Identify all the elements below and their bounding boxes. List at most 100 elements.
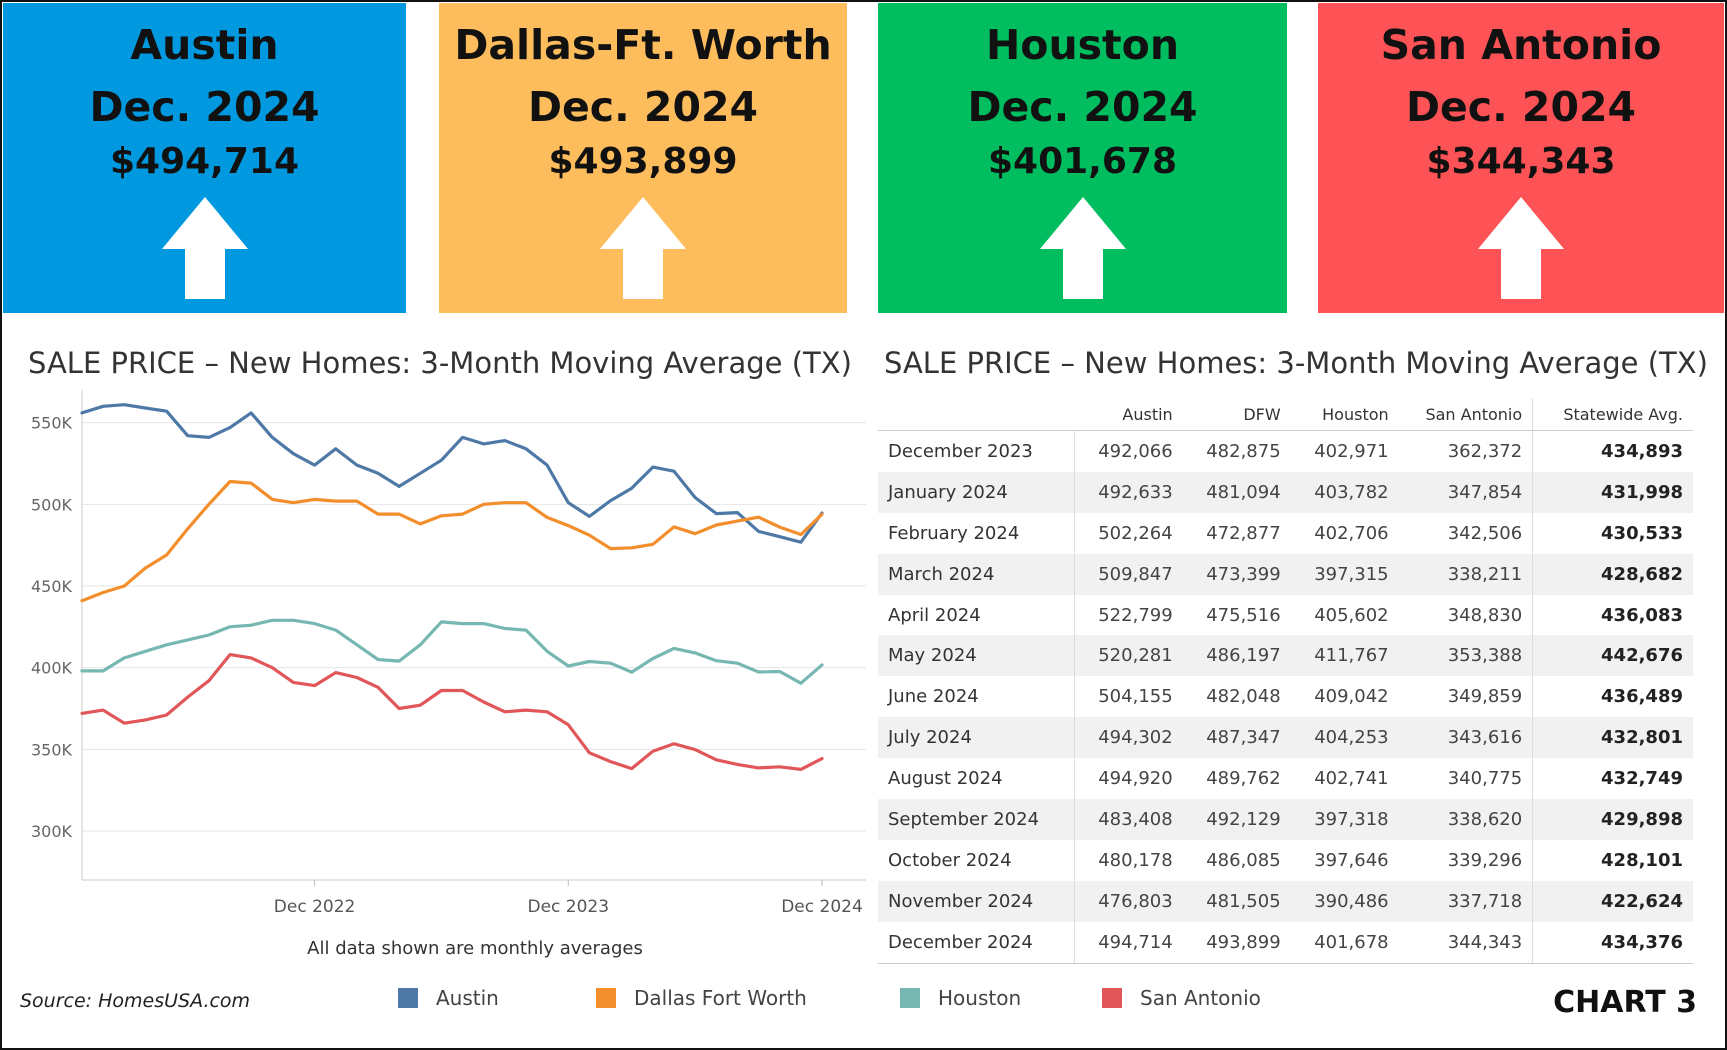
table-cell: 483,408	[1098, 808, 1173, 830]
legend-swatch	[398, 988, 418, 1008]
legend-item-dallas-fort-worth: Dallas Fort Worth	[596, 986, 807, 1010]
table-row: June 2024 504,155 482,048 409,042 349,859 436…	[878, 676, 1693, 718]
table-cell: 434,893	[1532, 430, 1693, 472]
table-cell: 434,376	[1532, 921, 1693, 964]
card-price: $401,678	[987, 141, 1178, 182]
table-cell: 397,318	[1314, 808, 1389, 830]
card-city: Houston	[985, 21, 1180, 69]
table-cell: 362,372	[1447, 440, 1523, 462]
table-cell: 473,399	[1206, 563, 1281, 585]
y-tick-label: 400K	[31, 659, 73, 678]
series-line-dallas-fort-worth	[80, 479, 824, 603]
card-date: Dec. 2024	[1405, 83, 1637, 131]
table-header-row: Austin DFW Houston San Antonio Statewide Avg…	[878, 398, 1693, 431]
row-month: June 2024	[878, 676, 1075, 718]
table-cell: 436,489	[1532, 676, 1693, 718]
legend-swatch	[1102, 988, 1122, 1008]
y-tick-label: 550K	[31, 414, 73, 433]
row-month: August 2024	[878, 758, 1075, 800]
table-title: SALE PRICE – New Homes: 3-Month Moving A…	[884, 346, 1708, 380]
table-cell: 422,624	[1532, 880, 1693, 922]
table-cell: 442,676	[1532, 635, 1693, 677]
table-cell: 481,094	[1206, 481, 1281, 503]
legend-swatch	[900, 988, 920, 1008]
line-chart: 550K 500K 450K 400K 350K 300K Dec 2022 Dec 2023…	[31, 390, 866, 917]
up-arrow-icon	[161, 197, 248, 299]
table-cell: 397,315	[1314, 563, 1389, 585]
table-cell: 436,083	[1532, 594, 1693, 636]
table-cell: 353,388	[1447, 645, 1523, 667]
table-cell: 337,718	[1447, 890, 1523, 912]
table-cell: 404,253	[1314, 727, 1389, 749]
table-row: July 2024 494,302 487,347 404,253 343,616 432…	[878, 717, 1693, 759]
series-line-san-antonio	[80, 653, 824, 771]
table-cell: 432,749	[1532, 758, 1693, 800]
line-chart-title: SALE PRICE – New Homes: 3-Month Moving A…	[28, 346, 852, 380]
row-month: February 2024	[878, 512, 1075, 554]
table-cell: 492,633	[1098, 481, 1173, 503]
x-tick-label: Dec 2022	[274, 897, 356, 917]
table-cell: 403,782	[1314, 481, 1389, 503]
table-cell: 401,678	[1290, 921, 1399, 964]
row-month: April 2024	[878, 594, 1075, 636]
table-cell: 348,830	[1447, 604, 1523, 626]
table-row: August 2024 494,920 489,762 402,741 340,775 4…	[878, 758, 1693, 800]
table-cell: 409,042	[1314, 686, 1389, 708]
column-header: Austin	[1074, 398, 1183, 431]
up-arrow-icon	[1039, 197, 1126, 299]
austin-card: Austin Dec. 2024 $494,714	[3, 3, 406, 313]
table-cell: 520,281	[1098, 645, 1173, 667]
row-month: October 2024	[878, 839, 1075, 881]
table-row: March 2024 509,847 473,399 397,315 338,211 42…	[878, 553, 1693, 595]
y-tick-label: 350K	[31, 740, 73, 759]
y-tick-label: 300K	[31, 822, 73, 841]
x-tick-label: Dec 2023	[527, 897, 609, 917]
table-row: December 2023 492,066 482,875 402,971 362,37…	[878, 430, 1693, 472]
houston-card: Houston Dec. 2024 $401,678	[878, 3, 1287, 313]
source-text: Source: HomesUSA.com	[20, 990, 251, 1012]
row-month: November 2024	[878, 880, 1075, 922]
legend-item-houston: Houston	[900, 986, 1021, 1010]
row-month: July 2024	[878, 717, 1075, 759]
table-row: November 2024 476,803 481,505 390,486 337,71…	[878, 880, 1693, 922]
column-header: San Antonio	[1398, 398, 1533, 431]
table-cell: 504,155	[1098, 686, 1173, 708]
up-arrow-icon	[600, 197, 686, 299]
table-cell: 342,506	[1447, 522, 1523, 544]
table-cell: 338,211	[1447, 563, 1523, 585]
table-cell: 487,347	[1206, 727, 1281, 749]
card-city: San Antonio	[1380, 21, 1662, 69]
table-row: September 2024 483,408 492,129 397,318 338,6…	[878, 799, 1693, 840]
table-cell: 493,899	[1182, 921, 1291, 964]
card-price: $494,714	[109, 141, 300, 182]
table-row: December 2024 494,714 493,899 401,678 344,34…	[878, 921, 1693, 964]
legend-swatch	[596, 988, 616, 1008]
legend-label: Austin	[436, 986, 499, 1010]
axis-note: All data shown are monthly averages	[307, 938, 643, 959]
table-cell: 492,129	[1206, 808, 1281, 830]
table-cell: 402,706	[1314, 522, 1389, 544]
table-cell: 405,602	[1314, 604, 1389, 626]
table-cell: 397,646	[1314, 849, 1389, 871]
table-row: May 2024 520,281 486,197 411,767 353,388 442,…	[878, 635, 1693, 677]
table-cell: 486,085	[1206, 849, 1281, 871]
legend-label: Houston	[938, 986, 1022, 1010]
row-month: January 2024	[878, 471, 1075, 513]
table-cell: 432,801	[1532, 717, 1693, 759]
table-cell: 509,847	[1098, 563, 1173, 585]
card-date: Dec. 2024	[89, 83, 320, 131]
table-cell: 338,620	[1447, 808, 1523, 830]
legend-label: Dallas Fort Worth	[634, 986, 807, 1010]
legend-item-austin: Austin	[398, 986, 499, 1010]
column-header: DFW	[1182, 398, 1291, 431]
table-cell: 472,877	[1206, 522, 1281, 544]
table-cell: 522,799	[1098, 604, 1173, 626]
table-cell: 489,762	[1206, 768, 1281, 790]
table-cell: 494,920	[1098, 768, 1173, 790]
table-cell: 475,516	[1206, 604, 1281, 626]
table-cell: 482,875	[1206, 440, 1281, 462]
y-tick-label: 450K	[31, 577, 73, 596]
series-line-austin	[80, 403, 824, 544]
table-cell: 343,616	[1447, 727, 1523, 749]
